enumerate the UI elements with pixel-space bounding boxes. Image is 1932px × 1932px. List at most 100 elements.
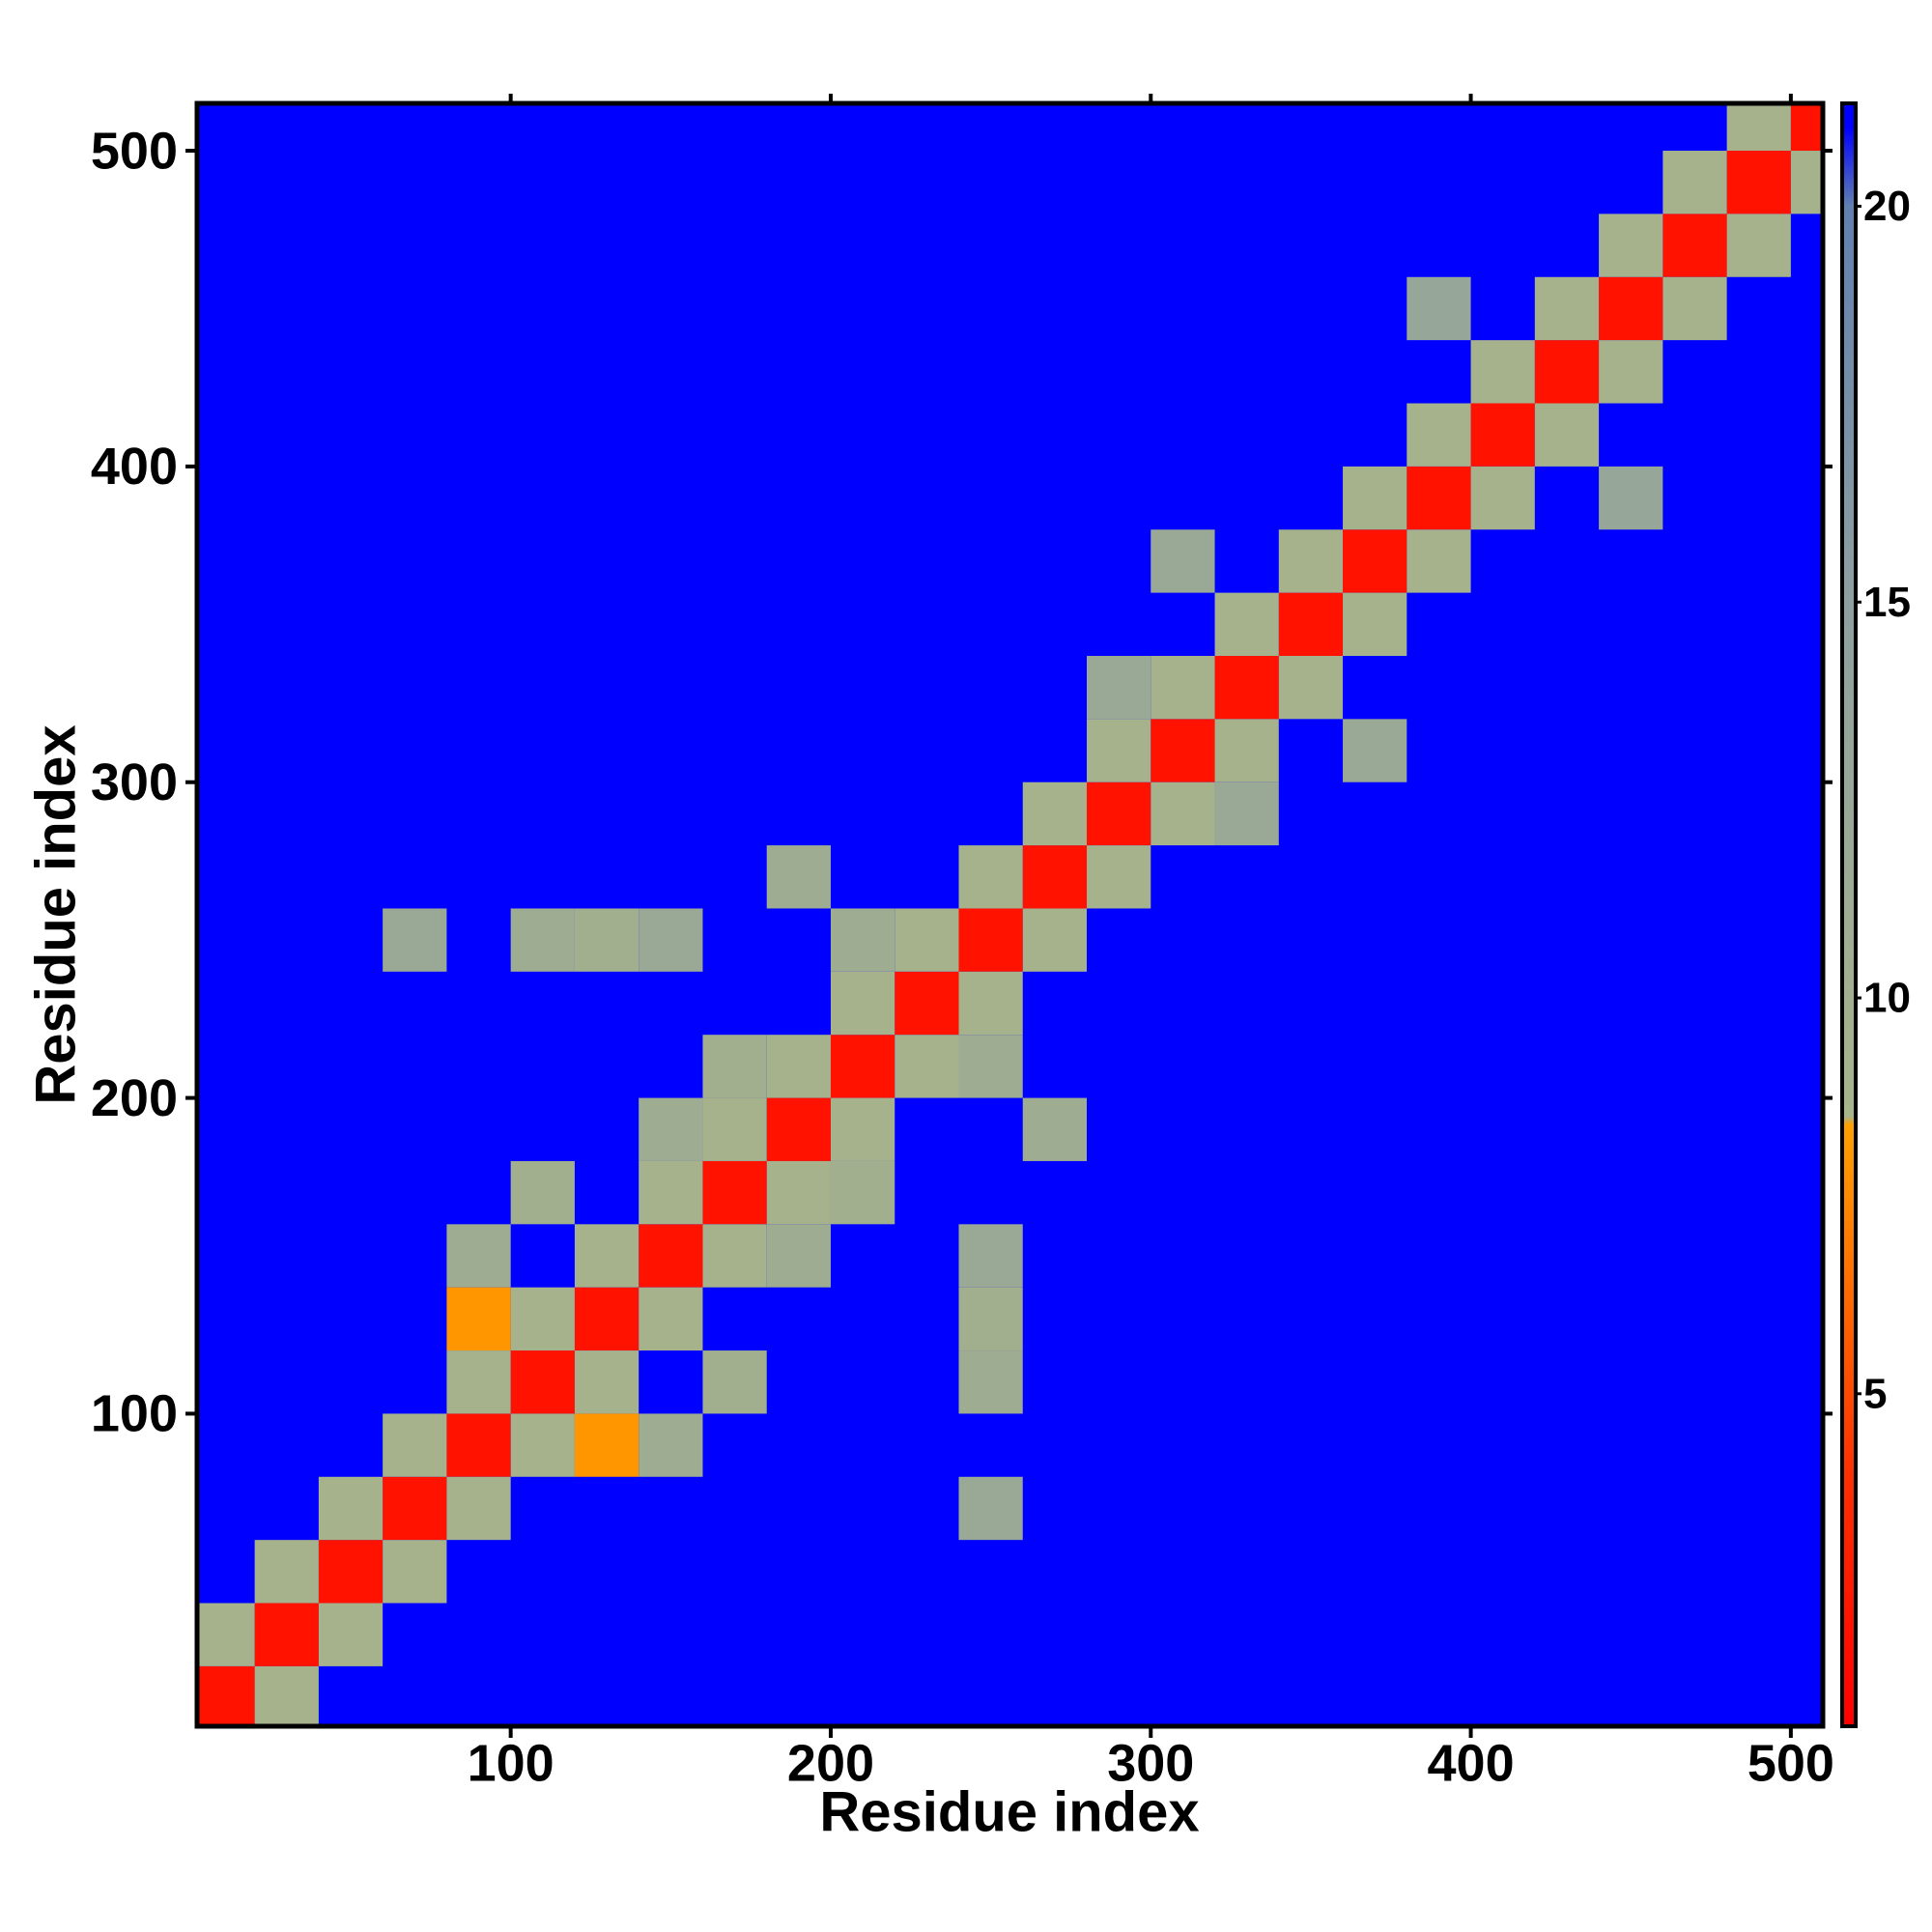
heatmap-cell [895, 971, 959, 1036]
heatmap-cell [1599, 276, 1663, 341]
heatmap-cell [830, 908, 895, 972]
heatmap-cell [702, 1160, 767, 1225]
y-tick-label: 100 [91, 1385, 178, 1443]
heatmap-cell [1726, 213, 1791, 277]
colorbar-tick-label: 15 [1863, 579, 1911, 626]
heatmap-cell [1534, 276, 1600, 341]
plot-frame [194, 100, 1826, 1729]
heatmap-cell [639, 1413, 703, 1477]
y-tick-label: 500 [91, 122, 178, 180]
heatmap-cell [1599, 466, 1663, 530]
heatmap-cell [446, 1476, 511, 1541]
heatmap-cell [1151, 655, 1215, 720]
heatmap-cell [1022, 781, 1088, 846]
heatmap-cell [1214, 655, 1279, 720]
heatmap-cell [895, 1035, 959, 1098]
heatmap-cell [1022, 1097, 1088, 1161]
y-tick-label: 200 [91, 1069, 178, 1127]
heatmap-cell [574, 1224, 639, 1288]
x-tick-label: 200 [787, 1734, 874, 1792]
heatmap-cell [639, 1097, 703, 1161]
x-axis-label: Residue index [819, 1780, 1199, 1843]
heatmap-cell [1214, 719, 1279, 782]
heatmap-cell [1087, 845, 1151, 909]
heatmap-cell [510, 1287, 575, 1351]
heatmap-cell [510, 1413, 575, 1477]
heatmap-cell [766, 1035, 831, 1098]
heatmap-cell [1534, 403, 1600, 467]
heatmap-cell [383, 1540, 447, 1604]
colorbar [1840, 101, 1858, 1728]
heatmap-cell [1343, 529, 1407, 593]
heatmap-cell [766, 1097, 831, 1161]
heatmap-cell [702, 1097, 767, 1161]
heatmap-cell [702, 1035, 767, 1098]
heatmap-cell [766, 1224, 831, 1288]
heatmap-cell [1087, 655, 1151, 720]
heatmap-cell [1662, 276, 1727, 341]
heatmap-cell [1599, 340, 1663, 404]
x-tick-label: 500 [1747, 1734, 1834, 1792]
heatmap-cell [197, 1665, 255, 1726]
x-tick-label: 400 [1428, 1734, 1515, 1792]
heatmap-cell [1470, 403, 1535, 467]
heatmap-cell [766, 1160, 831, 1225]
heatmap-cell [383, 1413, 447, 1477]
heatmap-cell [1214, 781, 1279, 846]
heatmap-cell [1406, 403, 1471, 467]
heatmap-cell [254, 1665, 319, 1726]
heatmap-cell [958, 845, 1023, 909]
heatmap-cell [1726, 151, 1791, 214]
heatmap-cell [1087, 781, 1151, 846]
heatmap-cell [830, 1035, 895, 1098]
heatmap-cell [958, 1287, 1023, 1351]
heatmap-cell [446, 1413, 511, 1477]
heatmap-cell [197, 1603, 255, 1666]
heatmap-cell [318, 1603, 384, 1666]
heatmap-cell [1470, 466, 1535, 530]
heatmap-cell [958, 908, 1023, 972]
heatmap-cell [766, 845, 831, 909]
heatmap-cell [574, 1350, 639, 1414]
heatmap-cell [574, 1287, 639, 1351]
heatmap-cell [1470, 340, 1535, 404]
heatmap-cell [510, 1160, 575, 1225]
heatmap-cell [383, 908, 447, 972]
y-tick-label: 400 [91, 438, 178, 496]
heatmap-cell [446, 1287, 511, 1351]
heatmap-cell [1343, 592, 1407, 656]
heatmap-cell [1278, 592, 1344, 656]
heatmap-cell [318, 1540, 384, 1604]
heatmap-cell [1406, 529, 1471, 593]
colorbar-tick-label: 10 [1863, 975, 1911, 1022]
heatmap-cell [446, 1224, 511, 1288]
heatmap-cell [574, 908, 639, 972]
heatmap-cell [1087, 719, 1151, 782]
heatmap-cell [1406, 276, 1471, 341]
heatmap-cell [639, 1224, 703, 1288]
heatmap-cell [1151, 529, 1215, 593]
heatmap-cell [702, 1224, 767, 1288]
heatmap-cell [958, 1350, 1023, 1414]
heatmap-cell [1726, 103, 1791, 152]
heatmap-cell [254, 1603, 319, 1666]
heatmap-cell [1022, 845, 1088, 909]
heatmap-cell [1214, 592, 1279, 656]
colorbar-tick-label: 20 [1863, 183, 1911, 230]
colorbar-tick-label: 5 [1863, 1370, 1887, 1417]
heatmap-cell [958, 1476, 1023, 1541]
heatmap-cell [1278, 655, 1344, 720]
x-tick-label: 300 [1107, 1734, 1194, 1792]
heatmap-cell [830, 1097, 895, 1161]
heatmap-cell [446, 1350, 511, 1414]
heatmap-cell [702, 1350, 767, 1414]
heatmap-cell [1022, 908, 1088, 972]
heatmap-cell [958, 971, 1023, 1036]
heatmap-cell [639, 1287, 703, 1351]
y-axis-label: Residue index [24, 724, 87, 1104]
heatmap-cell [639, 908, 703, 972]
heatmap-cell [830, 971, 895, 1036]
heatmap-cell [1662, 213, 1727, 277]
